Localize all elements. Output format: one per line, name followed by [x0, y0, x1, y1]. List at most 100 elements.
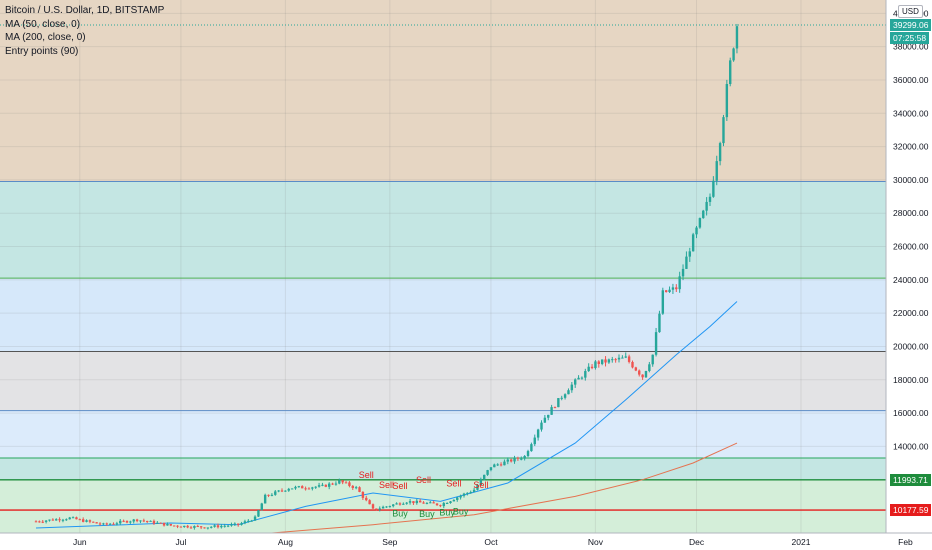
- candle-body: [405, 502, 408, 504]
- y-tick-label: 16000.00: [893, 408, 929, 418]
- candle-body: [489, 467, 493, 471]
- candle-body: [624, 356, 627, 358]
- candle-body: [553, 407, 557, 409]
- candle-body: [58, 519, 61, 521]
- x-tick-label: 2021: [792, 537, 811, 547]
- ma200-line: [271, 442, 738, 534]
- candle-body: [496, 464, 499, 466]
- candle-body: [550, 407, 553, 415]
- candle-body: [95, 522, 98, 524]
- candle-body: [668, 289, 671, 293]
- candle-body: [102, 523, 105, 525]
- candle-body: [81, 519, 85, 522]
- candle-body: [105, 523, 108, 525]
- candle-body: [55, 519, 58, 521]
- x-tick-label: Feb: [898, 537, 913, 547]
- candle-body: [398, 503, 402, 505]
- candle-body: [543, 417, 547, 423]
- time-axis-bg: [0, 533, 932, 550]
- candle-body: [678, 276, 681, 290]
- candle-body: [307, 488, 311, 490]
- entry-label-sell: Sell: [416, 475, 431, 485]
- candle-body: [226, 525, 230, 527]
- candle-body: [294, 486, 297, 489]
- candle-body: [108, 523, 112, 525]
- x-tick-label: Oct: [484, 537, 498, 547]
- candle-body: [503, 461, 506, 466]
- candle-body: [284, 490, 287, 492]
- candle-body: [432, 502, 435, 504]
- candle-body: [418, 500, 422, 503]
- candle-body: [574, 379, 577, 385]
- candle-body: [260, 503, 263, 511]
- candle-body: [44, 520, 48, 522]
- candle-body: [344, 482, 348, 484]
- candle-body: [452, 499, 456, 502]
- price-axis-bg: [886, 0, 932, 550]
- candle-body: [540, 422, 543, 430]
- candle-body: [705, 201, 708, 211]
- bar-countdown-tag: 07:25:58: [890, 32, 930, 44]
- candle-body: [368, 500, 371, 505]
- entry-label-buy: Buy: [392, 508, 408, 518]
- candle-body: [324, 484, 328, 487]
- candle-body: [122, 520, 125, 522]
- candle-body: [358, 487, 361, 492]
- candle-body: [48, 519, 51, 521]
- candle-body: [493, 464, 496, 468]
- candle-body: [691, 234, 695, 252]
- candle-body: [600, 359, 604, 364]
- candle-body: [634, 367, 638, 371]
- candle-body: [516, 457, 520, 459]
- candle-body: [698, 218, 702, 228]
- currency-button[interactable]: USD: [898, 5, 923, 18]
- candle-body: [277, 490, 280, 492]
- candle-body: [466, 492, 469, 494]
- candle-body: [638, 370, 641, 375]
- candle-body: [661, 290, 665, 314]
- candle-body: [378, 508, 381, 510]
- candle-body: [341, 480, 344, 483]
- candle-body: [189, 527, 193, 529]
- candle-body: [547, 414, 550, 418]
- legend-symbol: Bitcoin / U.S. Dollar, 1D, BITSTAMP: [5, 5, 165, 16]
- candle-body: [708, 196, 712, 202]
- band-6: [0, 479, 886, 533]
- candle-body: [486, 470, 489, 475]
- candle-body: [85, 520, 88, 522]
- candle-body: [725, 84, 729, 118]
- candle-body: [695, 227, 698, 235]
- y-tick-label: 38000.00: [893, 42, 929, 52]
- y-tick-label: 26000.00: [893, 242, 929, 252]
- legend-ma200: MA (200, close, 0): [5, 32, 86, 43]
- y-tick-label: 18000.00: [893, 375, 929, 385]
- candle-body: [425, 502, 429, 504]
- x-tick-label: Jul: [175, 537, 186, 547]
- candle-body: [631, 361, 634, 368]
- candle-body: [415, 500, 419, 504]
- candle-body: [199, 526, 203, 528]
- legend-ma50: MA (50, close, 0): [5, 18, 81, 30]
- candle-body: [385, 506, 388, 508]
- candle-body: [580, 377, 584, 379]
- y-tick-label: 24000.00: [893, 275, 929, 285]
- candle-body: [267, 494, 270, 496]
- band-2: [0, 278, 886, 352]
- entry-label-sell: Sell: [359, 470, 374, 480]
- candle-body: [685, 256, 688, 269]
- band-0: [0, 0, 886, 182]
- candle-body: [375, 508, 378, 510]
- candle-body: [523, 456, 526, 459]
- candle-body: [597, 361, 600, 364]
- candle-body: [641, 374, 644, 378]
- candle-body: [439, 505, 442, 507]
- candle-body: [614, 359, 617, 361]
- candle-body: [456, 497, 459, 500]
- band-3: [0, 351, 886, 411]
- candle-body: [237, 523, 240, 525]
- x-tick-label: Sep: [382, 537, 397, 547]
- candle-body: [297, 486, 301, 488]
- candle-body: [311, 487, 314, 489]
- candle-body: [152, 520, 156, 524]
